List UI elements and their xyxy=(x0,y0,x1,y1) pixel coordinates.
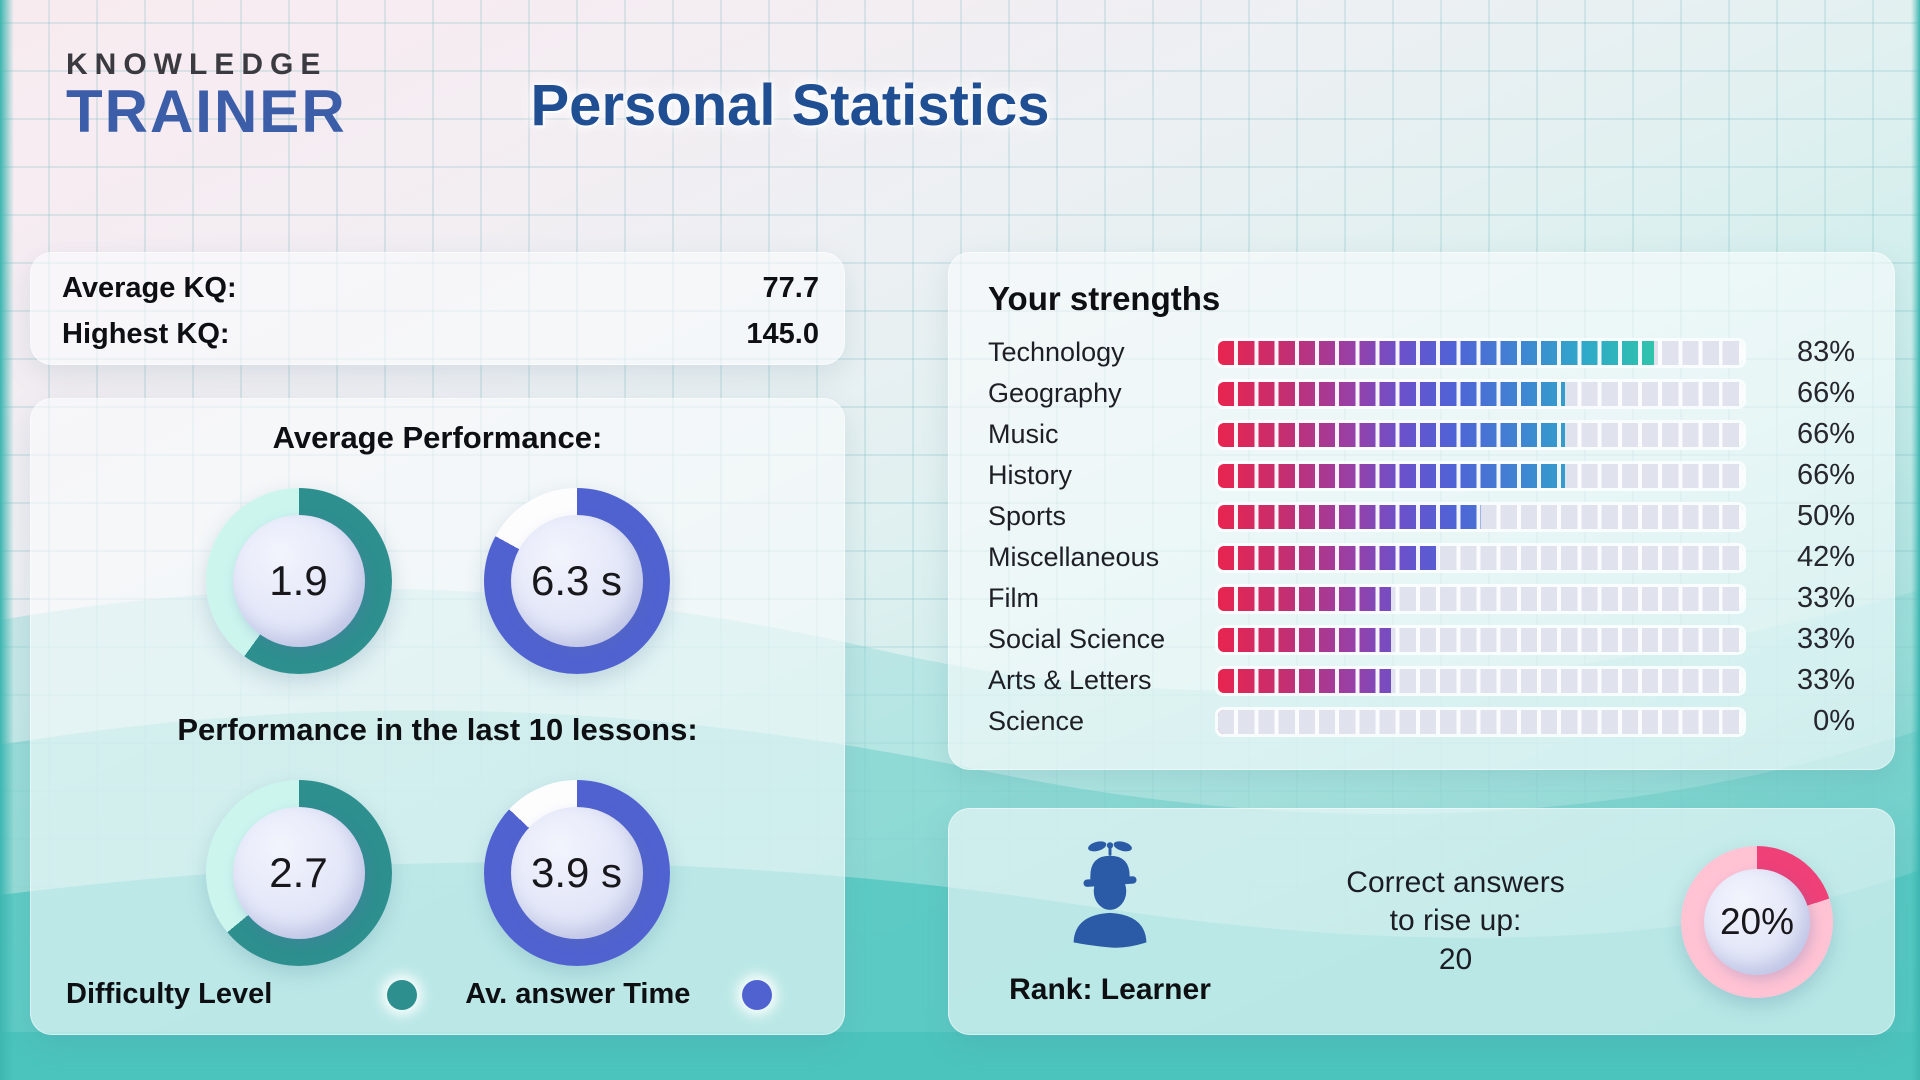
strength-percent: 0% xyxy=(1813,705,1855,737)
strength-percent: 33% xyxy=(1796,664,1855,696)
strength-bar xyxy=(1215,501,1746,532)
strengths-rows: Technology 83% Geography 66% Music 66% History… xyxy=(988,332,1855,742)
strength-category-label: Music xyxy=(988,419,1059,449)
right-edge-accent xyxy=(1911,0,1920,1080)
average-answer-time-donut: 6.3 s xyxy=(483,488,670,674)
learner-person-icon xyxy=(1073,840,1147,948)
left-edge-accent xyxy=(0,0,14,1080)
strength-percent: 66% xyxy=(1796,377,1855,409)
strength-category-label: Arts & Letters xyxy=(988,665,1152,695)
strength-percent: 83% xyxy=(1796,336,1855,368)
highest-kq-value: 145.0 xyxy=(746,318,819,350)
strength-category-label: Sports xyxy=(988,501,1067,531)
difficulty-legend-label: Difficulty Level xyxy=(66,978,273,1010)
strength-bar xyxy=(1215,583,1746,614)
strength-category-label: Science xyxy=(988,706,1085,736)
strength-bar xyxy=(1215,460,1746,491)
logo-knowledge-text: KNOWLEDGE xyxy=(66,48,328,81)
strength-row: Technology 83% xyxy=(988,332,1855,373)
strength-bar xyxy=(1215,665,1746,696)
last10-donuts: 2.7 3.9 s xyxy=(30,780,845,966)
strength-row: Film 33% xyxy=(988,578,1855,619)
rank-message-line1: Correct answers xyxy=(1346,865,1565,899)
last10-difficulty-value: 2.7 xyxy=(269,849,328,896)
average-kq-label: Average KQ: xyxy=(62,272,237,304)
rank-progress-value: 20% xyxy=(1719,900,1795,942)
rank-message: Correct answers to rise up: 20 xyxy=(1230,864,1681,979)
kq-summary-panel: Average KQ: 77.7 Highest KQ: 145.0 xyxy=(30,252,845,365)
strength-category-label: Social Science xyxy=(988,624,1166,654)
last10-answer-time-donut: 3.9 s xyxy=(483,780,670,966)
difficulty-legend-dot-icon xyxy=(387,979,418,1010)
performance-legend: Difficulty Level Av. answer Time xyxy=(30,978,845,1011)
average-answer-time-value: 6.3 s xyxy=(530,557,623,604)
strengths-heading: Your strengths xyxy=(988,280,1221,317)
strength-row: Science 0% xyxy=(988,701,1855,742)
average-difficulty-value: 1.9 xyxy=(269,557,328,604)
rank-message-line2: to rise up: xyxy=(1389,904,1522,938)
page-title: Personal Statistics xyxy=(530,73,1050,138)
logo-trainer-text: TRAINER xyxy=(66,78,347,145)
rank-panel: Rank: Learner Correct answers to rise up… xyxy=(948,808,1895,1035)
answer-time-legend-dot-icon xyxy=(742,979,773,1010)
last10-heading: Performance in the last 10 lessons: xyxy=(177,712,698,747)
average-kq-row: Average KQ: 77.7 xyxy=(62,272,819,305)
average-performance-heading: Average Performance: xyxy=(272,420,603,455)
strength-row: Music 66% xyxy=(988,414,1855,455)
strength-percent: 42% xyxy=(1796,541,1855,573)
strength-row: History 66% xyxy=(988,455,1855,496)
strength-percent: 33% xyxy=(1796,582,1855,614)
average-kq-value: 77.7 xyxy=(762,272,819,304)
strength-row: Geography 66% xyxy=(988,373,1855,414)
strength-percent: 50% xyxy=(1796,500,1855,532)
last10-difficulty-donut: 2.7 xyxy=(205,780,392,966)
rank-progress-donut: 20% xyxy=(1681,845,1833,998)
strength-category-label: Film xyxy=(988,583,1039,613)
rank-message-line3: 20 xyxy=(1438,942,1473,976)
strength-bar xyxy=(1215,706,1746,737)
strength-row: Arts & Letters 33% xyxy=(988,660,1855,701)
rank-column: Rank: Learner xyxy=(990,837,1230,1007)
strength-bar xyxy=(1215,624,1746,655)
strength-category-label: Geography xyxy=(988,378,1122,408)
strengths-panel: Your strengths Technology 83% Geography 66%… xyxy=(948,252,1895,770)
app-logo: KNOWLEDGE TRAINER xyxy=(66,48,347,142)
strength-category-label: Miscellaneous xyxy=(988,542,1160,572)
performance-panel: Average Performance: 1.9 6.3 s Performan… xyxy=(30,398,845,1035)
strength-bar xyxy=(1215,419,1746,450)
strength-category-label: History xyxy=(988,460,1073,490)
answer-time-legend-label: Av. answer Time xyxy=(465,978,691,1010)
strength-row: Sports 50% xyxy=(988,496,1855,537)
last10-answer-time-value: 3.9 s xyxy=(530,849,623,896)
strength-bar xyxy=(1215,542,1746,573)
highest-kq-label: Highest KQ: xyxy=(62,318,230,350)
strength-category-label: Technology xyxy=(988,337,1125,367)
strength-percent: 66% xyxy=(1796,418,1855,450)
strength-bar xyxy=(1215,337,1746,368)
strength-bar xyxy=(1215,378,1746,409)
strength-row: Miscellaneous 42% xyxy=(988,537,1855,578)
strength-row: Social Science 33% xyxy=(988,619,1855,660)
highest-kq-row: Highest KQ: 145.0 xyxy=(62,318,819,351)
rank-label: Rank: Learner xyxy=(1009,972,1211,1006)
average-difficulty-donut: 1.9 xyxy=(205,488,392,674)
strength-percent: 33% xyxy=(1796,623,1855,655)
average-performance-donuts: 1.9 6.3 s xyxy=(30,488,845,674)
strength-percent: 66% xyxy=(1796,459,1855,491)
